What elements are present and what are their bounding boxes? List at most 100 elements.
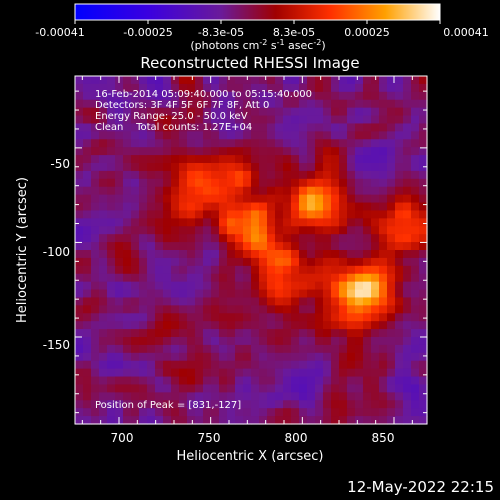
- heatmap-cell: [299, 368, 308, 378]
- heatmap-cell: [379, 202, 388, 212]
- heatmap-cell: [339, 352, 348, 362]
- heatmap-cell: [91, 408, 100, 417]
- heatmap-cell: [323, 257, 332, 267]
- heatmap-cell: [235, 408, 244, 417]
- heatmap-cell: [227, 273, 236, 283]
- heatmap-cell: [171, 352, 180, 362]
- heatmap-cell: [315, 186, 324, 196]
- heatmap-cell: [259, 281, 268, 291]
- heatmap-cell: [299, 226, 308, 235]
- heatmap-cell: [131, 250, 140, 259]
- heatmap-cell: [347, 107, 356, 117]
- heatmap-cell: [99, 226, 108, 235]
- heatmap-cell: [251, 360, 260, 370]
- heatmap-cell: [163, 107, 172, 117]
- heatmap-cell: [99, 360, 108, 370]
- heatmap-cell: [227, 218, 236, 227]
- heatmap-cell: [299, 297, 308, 306]
- heatmap-cell: [75, 178, 84, 188]
- heatmap-cell: [347, 155, 356, 164]
- heatmap-cell: [331, 305, 340, 314]
- heatmap-cell: [227, 344, 236, 354]
- heatmap-cell: [235, 344, 244, 354]
- heatmap-cell: [283, 131, 292, 140]
- heatmap-cell: [187, 226, 196, 235]
- heatmap-cell: [347, 305, 356, 314]
- heatmap-cell: [315, 305, 324, 314]
- heatmap-cell: [99, 416, 108, 425]
- y-tick-label: -50: [50, 157, 70, 171]
- heatmap-cell: [339, 178, 348, 188]
- heatmap-cell: [363, 313, 372, 322]
- heatmap-cell: [219, 170, 228, 180]
- heatmap-cell: [403, 194, 412, 204]
- heatmap-cell: [171, 178, 180, 188]
- heatmap-cell: [315, 265, 324, 275]
- heatmap-cell: [107, 163, 116, 172]
- heatmap-cell: [179, 202, 188, 212]
- heatmap-cell: [195, 170, 204, 180]
- heatmap-cell: [91, 147, 100, 156]
- heatmap-cell: [131, 115, 140, 125]
- heatmap-cell: [131, 99, 140, 109]
- heatmap-cell: [291, 210, 300, 219]
- heatmap-cell: [363, 147, 372, 156]
- heatmap-cell: [315, 352, 324, 362]
- heatmap-cell: [291, 352, 300, 362]
- heatmap-cell: [163, 313, 172, 322]
- heatmap-cell: [387, 289, 396, 299]
- heatmap-cell: [379, 344, 388, 354]
- heatmap-cell: [195, 76, 204, 85]
- heatmap-cell: [115, 99, 124, 109]
- heatmap-cell: [411, 257, 420, 267]
- heatmap-cell: [403, 250, 412, 259]
- heatmap-cell: [107, 329, 116, 338]
- heatmap-cell: [75, 170, 84, 180]
- heatmap-cell: [251, 368, 260, 378]
- heatmap-cell: [411, 368, 420, 378]
- heatmap-cell: [203, 194, 212, 204]
- heatmap-cell: [179, 170, 188, 180]
- heatmap-cell: [107, 139, 116, 148]
- heatmap-cell: [115, 123, 124, 132]
- heatmap-cell: [307, 234, 316, 243]
- heatmap-cell: [291, 408, 300, 417]
- heatmap-cell: [211, 163, 220, 172]
- heatmap-cell: [131, 400, 140, 409]
- heatmap-cell: [203, 147, 212, 156]
- heatmap-cell: [107, 305, 116, 314]
- heatmap-cell: [115, 115, 124, 125]
- heatmap-cell: [323, 218, 332, 227]
- heatmap-cell: [163, 170, 172, 180]
- heatmap-cell: [259, 234, 268, 243]
- heatmap-cell: [331, 344, 340, 354]
- heatmap-cell: [227, 123, 236, 132]
- heatmap-cell: [299, 139, 308, 148]
- heatmap-cell: [291, 329, 300, 338]
- heatmap-cell: [107, 360, 116, 370]
- heatmap-cell: [267, 226, 276, 235]
- heatmap-cell: [355, 392, 364, 401]
- heatmap-cell: [83, 250, 92, 259]
- heatmap-cell: [163, 226, 172, 235]
- heatmap-cell: [203, 170, 212, 180]
- heatmap-cell: [387, 170, 396, 180]
- heatmap-cell: [243, 115, 252, 125]
- heatmap-cell: [155, 329, 164, 338]
- heatmap-cell: [371, 321, 380, 330]
- heatmap-cell: [75, 416, 84, 425]
- heatmap-cell: [211, 321, 220, 330]
- heatmap-cell: [267, 360, 276, 370]
- heatmap-cell: [299, 305, 308, 314]
- heatmap-cell: [243, 76, 252, 85]
- heatmap-cell: [203, 305, 212, 314]
- heatmap-cell: [411, 226, 420, 235]
- heatmap-cell: [395, 139, 404, 148]
- heatmap-cell: [419, 131, 428, 140]
- heatmap-cell: [139, 329, 148, 338]
- heatmap-cell: [163, 289, 172, 299]
- heatmap-cell: [299, 123, 308, 132]
- heatmap-cell: [363, 131, 372, 140]
- heatmap-cell: [371, 226, 380, 235]
- heatmap-cell: [275, 170, 284, 180]
